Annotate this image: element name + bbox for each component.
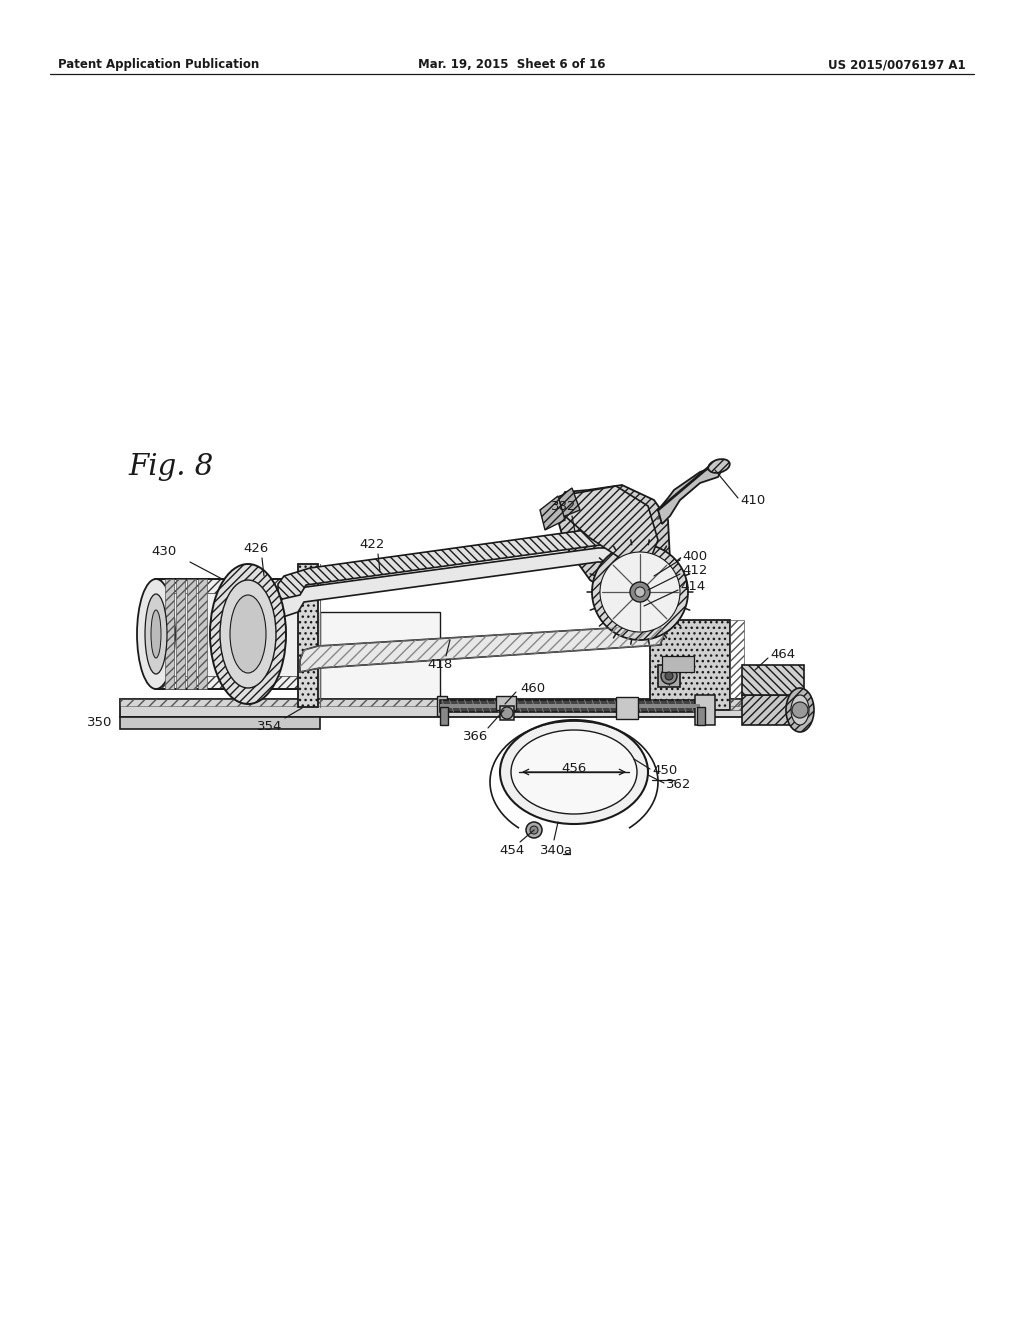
Bar [695,696,715,725]
Text: 350: 350 [87,715,113,729]
Text: 418: 418 [427,657,453,671]
Bar [440,700,700,711]
Text: 464: 464 [770,648,795,661]
Circle shape [592,544,688,640]
Circle shape [530,826,538,834]
Ellipse shape [230,595,266,673]
Ellipse shape [511,730,637,814]
Ellipse shape [151,610,161,657]
Text: 340: 340 [540,843,565,857]
Text: 422: 422 [359,539,385,550]
Ellipse shape [137,579,175,689]
Text: 456: 456 [561,762,587,775]
Bar [165,579,174,689]
Bar [298,564,318,708]
Bar [695,696,705,715]
Bar [120,700,780,717]
Bar [496,696,516,710]
Bar [730,620,744,710]
Circle shape [600,552,680,632]
Ellipse shape [210,564,286,704]
Ellipse shape [709,459,730,473]
Polygon shape [558,488,580,517]
Bar [697,708,705,725]
Bar [158,676,300,689]
Polygon shape [300,624,664,672]
Bar [319,612,440,708]
Bar [176,579,185,689]
Text: US 2015/0076197 A1: US 2015/0076197 A1 [828,58,966,71]
Ellipse shape [145,594,167,675]
Polygon shape [540,496,565,531]
Text: 414: 414 [680,579,706,593]
Polygon shape [558,486,658,560]
Bar [120,717,319,729]
Bar [616,697,638,719]
Bar [440,704,700,708]
Text: 412: 412 [682,564,708,577]
Bar [650,620,730,710]
Text: 354: 354 [257,719,283,733]
Text: 460: 460 [520,682,545,696]
Bar [158,579,300,593]
Text: 366: 366 [464,730,488,743]
Polygon shape [278,528,620,601]
Text: 430: 430 [152,545,176,558]
Text: Fig. 8: Fig. 8 [128,453,213,480]
Circle shape [662,668,677,684]
Polygon shape [555,484,670,602]
Bar [742,696,804,725]
Polygon shape [658,466,724,524]
Text: 426: 426 [244,543,268,554]
Text: 362: 362 [666,779,691,792]
Text: 410: 410 [740,494,765,507]
Bar [437,696,447,715]
Text: 454: 454 [500,843,524,857]
Circle shape [526,822,542,838]
Circle shape [792,702,808,718]
Circle shape [665,672,673,680]
Text: a: a [563,843,571,857]
Bar [500,706,514,719]
Ellipse shape [220,579,276,688]
Bar [187,579,196,689]
Ellipse shape [786,688,814,733]
Ellipse shape [500,719,648,824]
Bar [440,708,449,725]
Bar [742,665,804,696]
Bar [198,579,207,689]
Text: 382: 382 [551,500,577,513]
Bar [155,579,303,689]
Text: Patent Application Publication: Patent Application Publication [58,58,259,71]
Bar [658,665,680,686]
Circle shape [630,582,650,602]
Ellipse shape [791,696,809,725]
Bar [120,700,780,706]
Polygon shape [280,548,620,618]
Text: 400: 400 [682,549,708,562]
Text: Mar. 19, 2015  Sheet 6 of 16: Mar. 19, 2015 Sheet 6 of 16 [418,58,606,71]
Circle shape [635,587,645,597]
Circle shape [501,708,513,719]
Text: 450: 450 [652,764,677,777]
Bar [662,656,694,672]
